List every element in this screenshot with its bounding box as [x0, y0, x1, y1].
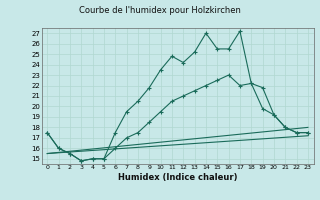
X-axis label: Humidex (Indice chaleur): Humidex (Indice chaleur) — [118, 173, 237, 182]
Text: Courbe de l'humidex pour Holzkirchen: Courbe de l'humidex pour Holzkirchen — [79, 6, 241, 15]
